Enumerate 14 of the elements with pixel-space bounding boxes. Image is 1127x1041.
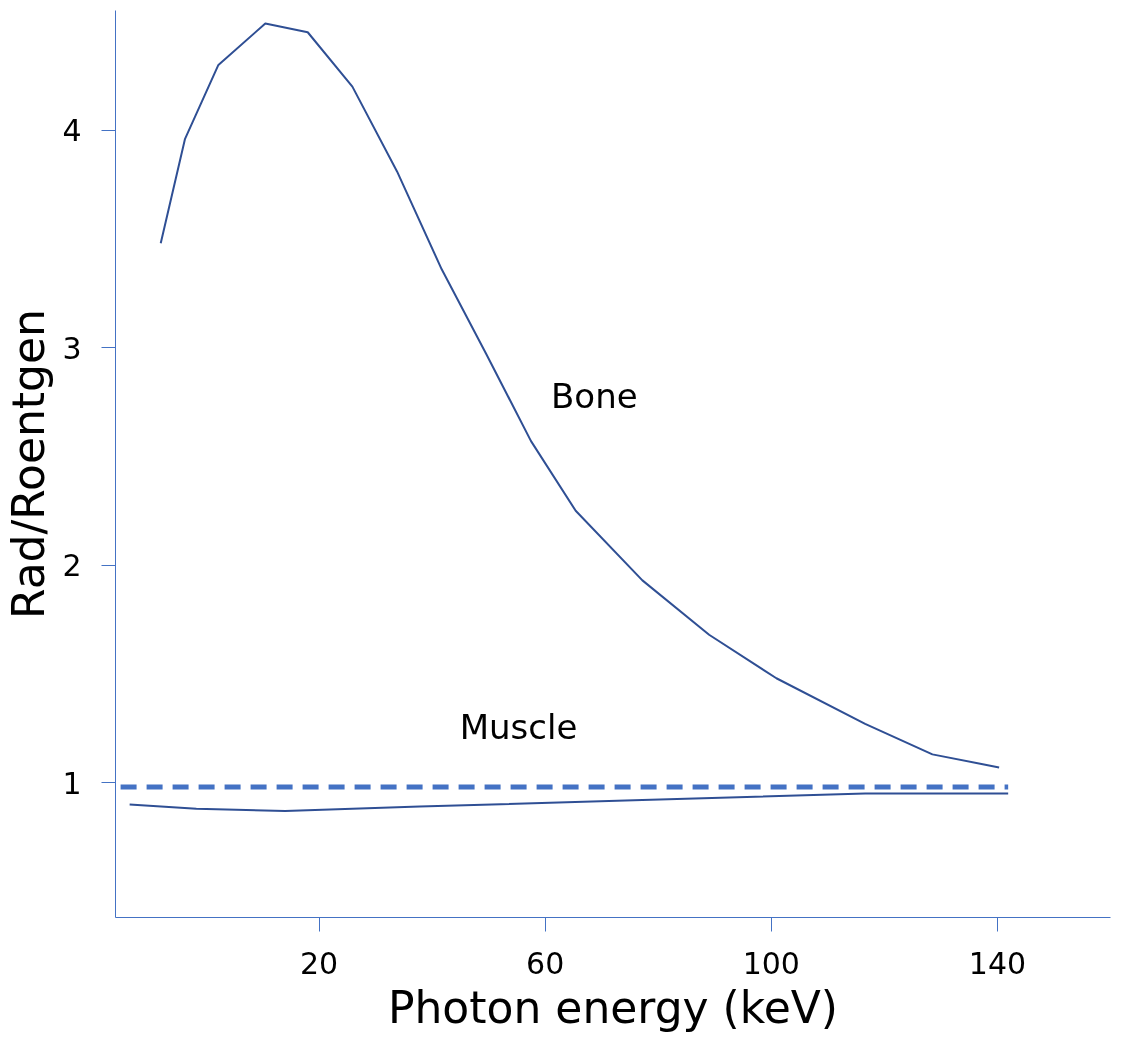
line-series: [159, 22, 1001, 769]
y-tick-label: 3: [62, 330, 82, 366]
series-label: Muscle: [459, 706, 578, 747]
y-tick-label: 2: [62, 548, 82, 584]
y-tick-label: 4: [62, 113, 82, 149]
series-label: Bone: [551, 376, 638, 417]
y-axis-title: Rad/Roentgen: [3, 309, 55, 619]
line-series: [128, 792, 1010, 812]
y-tick-label: 1: [62, 765, 82, 801]
x-tick-label: 140: [968, 945, 1027, 981]
x-tick-label: 100: [742, 945, 800, 981]
x-tick-label: 20: [299, 945, 339, 981]
x-tick-label: 60: [526, 945, 565, 981]
x-axis-title: Photon energy (keV): [387, 981, 839, 1033]
